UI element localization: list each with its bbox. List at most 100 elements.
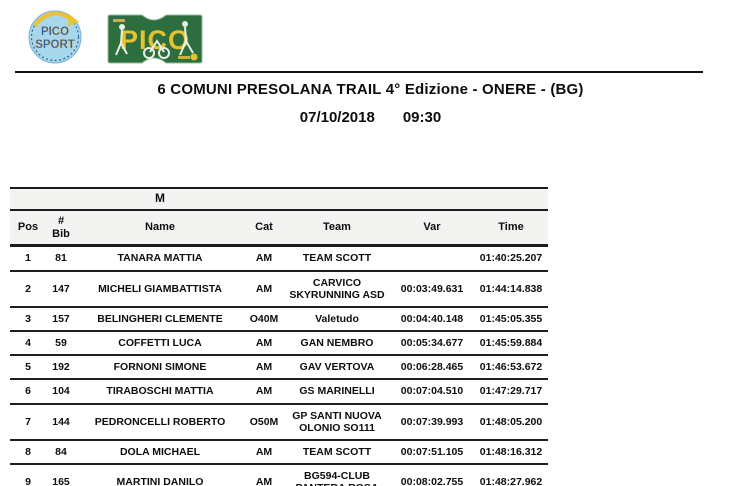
- cell-pos: 9: [25, 476, 31, 486]
- cell-var: 00:06:28.465: [400, 361, 464, 374]
- table-row: 3 157 BELINGHERI CLEMENTE O40M Valetudo 00:04…: [10, 307, 548, 332]
- cell-team: TEAM SCOTT: [302, 445, 372, 458]
- spacer-cell: [474, 188, 548, 210]
- table-row: 4 59 COFFETTI LUCA AM GAN NEMBRO 00:05:34.677…: [10, 331, 548, 356]
- column-header-cat: Cat: [244, 209, 284, 246]
- athletes-silhouette-icon: [115, 21, 198, 61]
- column-header-var: Var: [390, 209, 474, 246]
- cell-bib: 59: [55, 337, 67, 350]
- cell-name: MICHELI GIAMBATTISTA: [98, 282, 222, 295]
- cell-pos: 5: [25, 361, 31, 374]
- column-header-team: Team: [284, 209, 390, 246]
- cell-bib: 84: [55, 445, 67, 458]
- cell-time: 01:48:05.200: [479, 415, 543, 428]
- category-group-row: M: [10, 188, 548, 210]
- column-header-row: Pos # Bib Name Cat Team Var Time: [10, 209, 548, 246]
- cell-team: TEAM SCOTT: [302, 252, 372, 265]
- column-header-bib: # Bib: [46, 209, 76, 246]
- cell-cat: AM: [255, 282, 273, 295]
- cell-cat: AM: [255, 385, 273, 398]
- pico-green-logo: PICO: [107, 14, 203, 64]
- cell-name: TIRABOSCHI MATTIA: [106, 385, 214, 398]
- cell-bib: 144: [52, 415, 70, 428]
- spacer-cell: [284, 188, 390, 210]
- column-header-name: Name: [76, 209, 244, 246]
- pico-green-logo-text: PICO: [120, 25, 190, 55]
- column-header-time: Time: [474, 209, 548, 246]
- cell-cat: AM: [255, 337, 273, 350]
- cell-var: 00:07:51.105: [400, 445, 464, 458]
- cell-cat: AM: [255, 476, 273, 486]
- cell-var: 00:03:49.631: [400, 282, 464, 295]
- cell-time: 01:47:29.717: [479, 385, 543, 398]
- cell-pos: 7: [25, 415, 31, 428]
- category-group-label: M: [76, 188, 244, 210]
- results-table: M Pos # Bib Name Cat Team Var Time 1 81 TA…: [10, 187, 548, 486]
- table-row: 7 144 PEDRONCELLI ROBERTO O50M GP SANTI NUOV…: [10, 404, 548, 440]
- cell-name: TANARA MATTIA: [117, 252, 203, 265]
- cell-time: 01:46:53.672: [479, 361, 543, 374]
- cell-time: 01:45:59.884: [479, 337, 543, 350]
- cell-cat: AM: [255, 445, 273, 458]
- cell-name: MARTINI DANILO: [116, 476, 204, 486]
- cell-time: 01:40:25.207: [479, 252, 543, 265]
- cell-time: 01:44:14.838: [479, 282, 543, 295]
- table-row: 2 147 MICHELI GIAMBATTISTA AM CARVICO SKYRUN…: [10, 271, 548, 307]
- cell-var: 00:07:39.993: [400, 415, 464, 428]
- table-row: 1 81 TANARA MATTIA AM TEAM SCOTT 01:40:25.207: [10, 246, 548, 271]
- cell-team: GP SANTI NUOVA OLONIO SO111: [292, 409, 382, 434]
- cell-pos: 1: [25, 252, 31, 265]
- cell-time: 01:45:05.355: [479, 312, 543, 325]
- cell-var: 00:07:04.510: [400, 385, 464, 398]
- cell-time: 01:48:16.312: [479, 445, 543, 458]
- header-divider: [15, 71, 703, 73]
- table-row: 5 192 FORNONI SIMONE AM GAV VERTOVA 00:06:28.…: [10, 355, 548, 380]
- cell-name: FORNONI SIMONE: [113, 361, 207, 374]
- cell-var: [390, 246, 474, 271]
- cell-team: GAN NEMBRO: [300, 337, 374, 350]
- cell-team: GS MARINELLI: [299, 385, 375, 398]
- event-time: 09:30: [402, 109, 442, 126]
- table-row: 8 84 DOLA MICHAEL AM TEAM SCOTT 00:07:51.105 0…: [10, 440, 548, 465]
- cell-bib: 147: [52, 282, 70, 295]
- spacer-cell: [390, 188, 474, 210]
- results-tbody: 1 81 TANARA MATTIA AM TEAM SCOTT 01:40:25.207…: [10, 246, 548, 486]
- spacer-cell: [46, 188, 76, 210]
- pico-sport-logo: PICO SPORT: [28, 10, 82, 64]
- spacer-cell: [244, 188, 284, 210]
- cell-team: GAV VERTOVA: [299, 361, 375, 374]
- cell-pos: 4: [25, 337, 31, 350]
- cell-var: 00:05:34.677: [400, 337, 464, 350]
- column-header-pos: Pos: [10, 209, 46, 246]
- cell-bib: 157: [52, 312, 70, 325]
- cell-bib: 104: [52, 385, 70, 398]
- table-row: 6 104 TIRABOSCHI MATTIA AM GS MARINELLI 00:07…: [10, 379, 548, 404]
- cell-team: BG594-CLUB PANTERA ROSA: [296, 470, 379, 486]
- cell-name: BELINGHERI CLEMENTE: [97, 312, 223, 325]
- cell-name: DOLA MICHAEL: [119, 445, 201, 458]
- cell-var: 00:04:40.148: [400, 312, 464, 325]
- cell-time: 01:48:27.962: [479, 476, 543, 486]
- swoosh-arrow-icon: [33, 11, 74, 28]
- cell-pos: 6: [25, 385, 31, 398]
- spacer-cell: [10, 188, 46, 210]
- cell-bib: 81: [55, 252, 67, 265]
- cell-cat: AM: [255, 252, 273, 265]
- cell-cat: AM: [255, 361, 273, 374]
- cell-bib: 165: [52, 476, 70, 486]
- cell-bib: 192: [52, 361, 70, 374]
- pico-sport-logo-text-2: SPORT: [35, 39, 75, 51]
- event-date: 07/10/2018: [299, 109, 375, 126]
- cell-cat: O40M: [249, 312, 279, 325]
- cell-var: 00:08:02.755: [400, 476, 464, 486]
- cell-name: PEDRONCELLI ROBERTO: [94, 415, 226, 428]
- table-row: 9 165 MARTINI DANILO AM BG594-CLUB PANTERA R…: [10, 464, 548, 486]
- cell-pos: 8: [25, 445, 31, 458]
- cell-pos: 3: [25, 312, 31, 325]
- cell-team: Valetudo: [315, 312, 359, 325]
- pico-sport-logo-text-1: PICO: [41, 26, 69, 38]
- page-title: 6 COMUNI PRESOLANA TRAIL 4° Edizione - O…: [157, 81, 584, 98]
- cell-name: COFFETTI LUCA: [118, 337, 202, 350]
- cell-cat: O50M: [249, 415, 279, 428]
